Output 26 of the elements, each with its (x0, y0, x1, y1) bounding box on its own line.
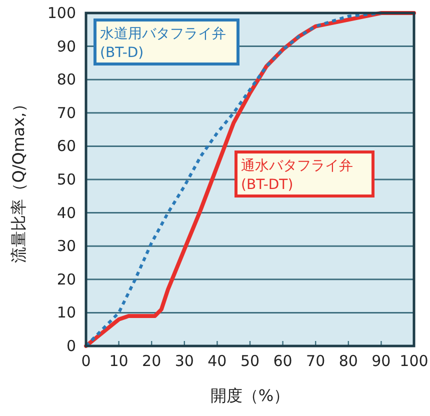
x-tick-label: 0 (81, 352, 91, 370)
x-tick-label: 80 (338, 352, 358, 370)
x-tick-label: 90 (372, 352, 391, 370)
x-tick-label: 30 (174, 352, 194, 370)
y-axis-title: 流量比率（Q/Qmax,） (9, 96, 28, 263)
x-tick-label: 60 (273, 352, 292, 370)
y-tick-label: 70 (56, 104, 76, 122)
y-tick-label: 20 (56, 270, 76, 288)
y-tick-label: 50 (56, 170, 76, 188)
x-axis-title: 開度（%） (210, 386, 290, 405)
y-tick-label: 100 (47, 4, 76, 22)
y-tick-label: 60 (56, 137, 76, 156)
y-tick-label: 90 (56, 37, 76, 56)
x-tick-label: 100 (400, 352, 428, 370)
y-tick-label: 80 (56, 70, 76, 89)
y-tick-label: 30 (56, 237, 76, 256)
y-tick-label: 0 (66, 337, 76, 355)
x-tick-label: 20 (142, 352, 162, 370)
y-tick-label: 10 (56, 304, 76, 322)
y-tick-label: 40 (56, 204, 76, 222)
x-tick-label: 10 (109, 352, 128, 370)
series-label: 通水バタフライ弁 (BT-DT) (241, 158, 353, 193)
text: 水道用バタフライ弁 (BT-D) (100, 26, 226, 61)
x-tick-label: 40 (208, 352, 227, 370)
x-tick-label: 70 (306, 352, 326, 370)
x-tick-label: 50 (240, 352, 260, 370)
